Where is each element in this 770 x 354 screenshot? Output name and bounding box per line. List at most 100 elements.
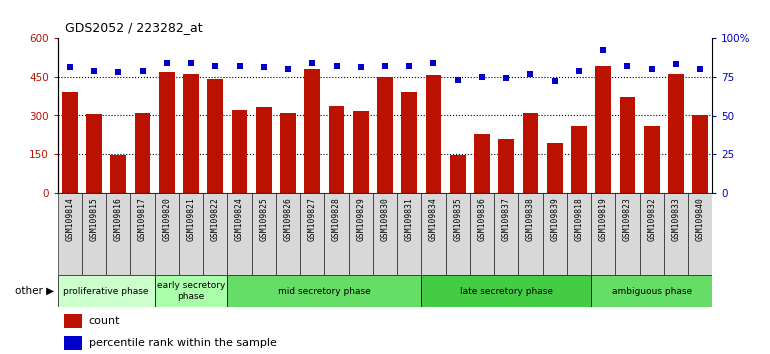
Bar	[135, 113, 150, 193]
Text: ambiguous phase: ambiguous phase	[611, 286, 691, 296]
Point	[451, 77, 464, 83]
Bar	[377, 77, 393, 193]
Point	[500, 75, 512, 81]
Bar	[86, 114, 102, 193]
Bar	[207, 79, 223, 193]
Bar	[300, 193, 324, 275]
Text: GSM109826: GSM109826	[283, 197, 293, 241]
Point	[88, 68, 100, 73]
Text: percentile rank within the sample: percentile rank within the sample	[89, 338, 276, 348]
Text: GSM109814: GSM109814	[65, 197, 75, 241]
Point	[694, 66, 706, 72]
Bar	[82, 193, 106, 275]
Text: other ▶: other ▶	[15, 286, 54, 296]
Point	[645, 66, 658, 72]
Point	[621, 63, 634, 69]
Bar	[227, 193, 252, 275]
Text: count: count	[89, 316, 120, 326]
Bar	[373, 193, 397, 275]
Bar	[106, 193, 130, 275]
Text: GSM109819: GSM109819	[598, 197, 608, 241]
Bar	[615, 193, 640, 275]
Bar	[280, 113, 296, 193]
Text: GSM109834: GSM109834	[429, 197, 438, 241]
Bar	[446, 193, 470, 275]
Text: GSM109817: GSM109817	[138, 197, 147, 241]
Bar	[668, 74, 684, 193]
Bar	[232, 110, 247, 193]
Bar	[353, 111, 369, 193]
Bar	[58, 275, 155, 307]
Text: GSM109816: GSM109816	[114, 197, 123, 241]
Text: GSM109821: GSM109821	[186, 197, 196, 241]
Text: GSM109832: GSM109832	[647, 197, 656, 241]
Bar	[688, 193, 712, 275]
Text: GSM109820: GSM109820	[162, 197, 172, 241]
Text: proliferative phase: proliferative phase	[63, 286, 149, 296]
Bar	[474, 133, 490, 193]
Text: GSM109818: GSM109818	[574, 197, 584, 241]
Bar	[421, 275, 591, 307]
Bar	[397, 193, 421, 275]
Point	[282, 66, 294, 72]
Bar	[62, 92, 78, 193]
Bar	[640, 193, 664, 275]
Text: late secretory phase: late secretory phase	[460, 286, 553, 296]
Bar	[349, 193, 373, 275]
Bar	[591, 193, 615, 275]
Text: GSM109822: GSM109822	[211, 197, 219, 241]
Bar	[571, 126, 587, 193]
Text: GSM109831: GSM109831	[405, 197, 413, 241]
Bar	[401, 92, 417, 193]
Text: early secretory
phase: early secretory phase	[157, 281, 226, 301]
Bar	[498, 139, 514, 193]
Point	[161, 60, 173, 65]
Bar	[494, 193, 518, 275]
Point	[209, 63, 222, 69]
Point	[379, 63, 391, 69]
Text: GSM109829: GSM109829	[357, 197, 365, 241]
Point	[573, 68, 585, 73]
Point	[524, 71, 537, 76]
Point	[476, 74, 488, 80]
Text: GSM109836: GSM109836	[477, 197, 487, 241]
Point	[330, 63, 343, 69]
Bar	[421, 193, 446, 275]
Text: GSM109830: GSM109830	[380, 197, 390, 241]
Bar	[256, 107, 272, 193]
Bar	[518, 193, 543, 275]
Bar	[65, 336, 82, 349]
Bar	[276, 193, 300, 275]
Point	[403, 63, 415, 69]
Point	[64, 65, 76, 70]
Bar	[470, 193, 494, 275]
Bar	[692, 115, 708, 193]
Text: GSM109835: GSM109835	[454, 197, 462, 241]
Bar	[227, 275, 421, 307]
Bar	[450, 155, 466, 193]
Bar	[155, 275, 227, 307]
Bar	[324, 193, 349, 275]
Point	[233, 63, 246, 69]
Bar	[644, 126, 660, 193]
Text: GSM109827: GSM109827	[308, 197, 316, 241]
Text: GSM109838: GSM109838	[526, 197, 535, 241]
Text: GSM109823: GSM109823	[623, 197, 632, 241]
Bar	[664, 193, 688, 275]
Bar	[65, 314, 82, 328]
Point	[427, 60, 440, 65]
Point	[258, 65, 270, 70]
Bar	[304, 69, 320, 193]
Point	[306, 60, 319, 65]
Point	[136, 68, 149, 73]
Text: GDS2052 / 223282_at: GDS2052 / 223282_at	[65, 22, 203, 34]
Point	[112, 69, 125, 75]
Text: GSM109824: GSM109824	[235, 197, 244, 241]
Bar	[58, 193, 82, 275]
Bar	[595, 67, 611, 193]
Bar	[543, 193, 567, 275]
Bar	[591, 275, 712, 307]
Bar	[203, 193, 227, 275]
Bar	[620, 97, 635, 193]
Point	[185, 60, 197, 65]
